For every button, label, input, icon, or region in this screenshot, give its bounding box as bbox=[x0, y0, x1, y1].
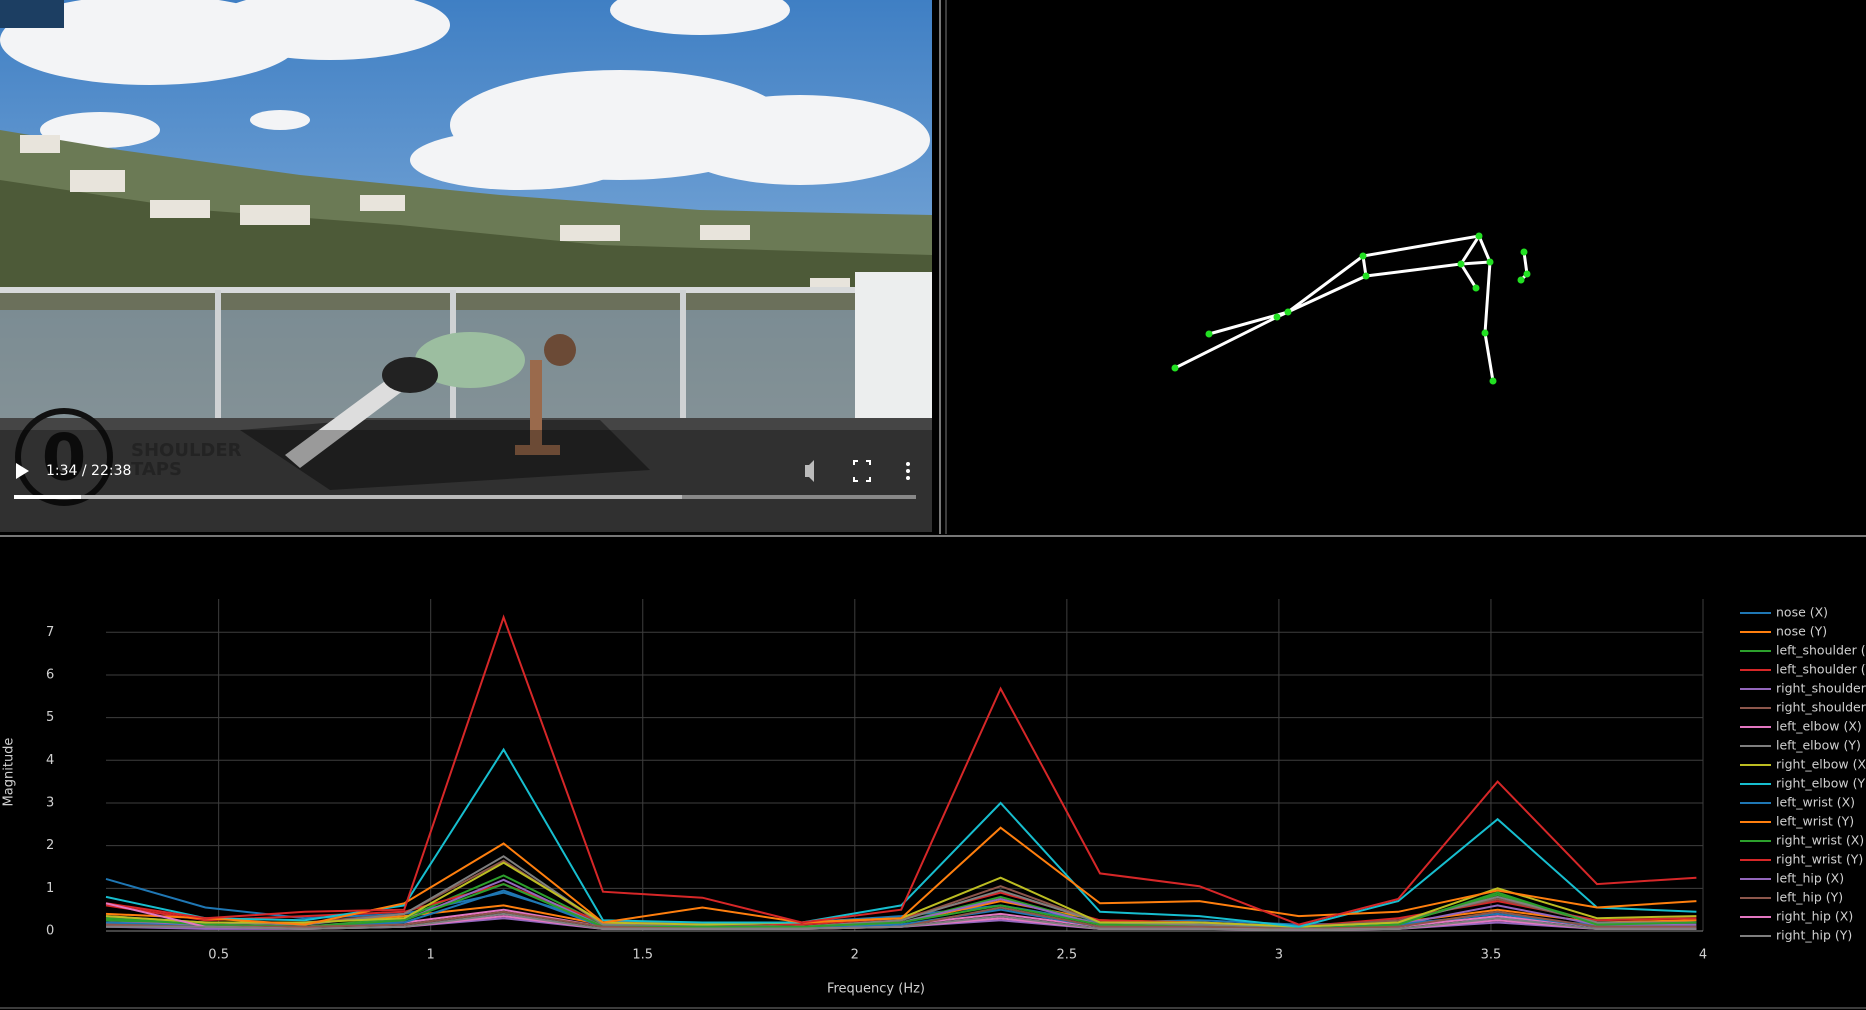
legend-label: left_wrist (X) bbox=[1776, 795, 1855, 810]
athlete bbox=[285, 332, 576, 468]
overlay-title: SHOULDER bbox=[131, 440, 242, 461]
thumbnail-badge bbox=[0, 0, 64, 28]
x-tick-label: 3 bbox=[1275, 948, 1283, 963]
legend-label: left_elbow (Y) bbox=[1776, 738, 1861, 753]
y-tick-label: 2 bbox=[46, 838, 54, 853]
legend-label: nose (X) bbox=[1776, 605, 1828, 620]
time-display: 1:34 / 22:38 bbox=[46, 463, 131, 479]
fullscreen-button[interactable] bbox=[853, 460, 871, 482]
houses bbox=[20, 135, 850, 292]
brush bbox=[0, 180, 932, 310]
legend-label: left_shoulder (Y) bbox=[1776, 662, 1866, 677]
overlay-title: TAPS bbox=[131, 459, 182, 480]
legend-label: left_hip (Y) bbox=[1776, 890, 1843, 905]
legend-label: right_wrist (X) bbox=[1776, 833, 1864, 848]
legend-label: left_elbow (X) bbox=[1776, 719, 1862, 734]
video-player[interactable]: 0 SHOULDER TAPS 1:34 / 22:38 bbox=[0, 0, 932, 532]
x-tick-label: 3.5 bbox=[1481, 948, 1502, 963]
legend-label: right_elbow (Y) bbox=[1776, 776, 1866, 791]
play-button[interactable] bbox=[16, 463, 29, 479]
volume-button[interactable] bbox=[805, 460, 814, 482]
x-axis-title: Frequency (Hz) bbox=[827, 982, 925, 997]
series-line bbox=[106, 912, 1697, 931]
mat bbox=[240, 420, 650, 490]
y-tick-label: 0 bbox=[46, 924, 54, 939]
legend-label: right_hip (Y) bbox=[1776, 928, 1852, 943]
legend-label: left_shoulder (X) bbox=[1776, 643, 1866, 658]
menu-button[interactable] bbox=[906, 462, 910, 480]
rail-top bbox=[0, 287, 932, 293]
pose-keypoints bbox=[1171, 232, 1531, 385]
fft-chart: Magnitude Frequency (Hz) 0 1 2 3 4 5 6 7 0.5 1 1.5… bbox=[2, 599, 1866, 997]
x-tick-label: 0.5 bbox=[208, 948, 229, 963]
pose-skeleton bbox=[1174, 233, 1529, 382]
legend-label: right_hip (X) bbox=[1776, 909, 1853, 924]
x-tick-label: 4 bbox=[1699, 948, 1707, 963]
x-tick-label: 2 bbox=[851, 948, 859, 963]
overlay-number: 0 bbox=[42, 422, 87, 496]
series-line bbox=[105, 883, 1697, 930]
x-tick-label: 1.5 bbox=[632, 948, 653, 963]
y-tick-label: 5 bbox=[46, 710, 54, 725]
legend-label: right_shoulder (Y) bbox=[1776, 700, 1866, 715]
series-line bbox=[105, 614, 1697, 926]
y-tick-label: 6 bbox=[46, 667, 54, 682]
y-tick-label: 1 bbox=[46, 881, 54, 896]
progress-buffered bbox=[14, 495, 682, 499]
x-tick-label: 1 bbox=[427, 948, 435, 963]
x-tick-label: 2.5 bbox=[1057, 948, 1078, 963]
legend-label: nose (Y) bbox=[1776, 624, 1827, 639]
series-line bbox=[105, 747, 1697, 928]
clouds bbox=[0, 0, 930, 190]
legend-label: right_shoulder (X) bbox=[1776, 681, 1866, 696]
y-tick-label: 4 bbox=[46, 753, 54, 768]
progress-played bbox=[14, 495, 81, 499]
legend-label: right_elbow (X) bbox=[1776, 757, 1866, 772]
legend-label: right_wrist (Y) bbox=[1776, 852, 1863, 867]
legend-label: left_wrist (Y) bbox=[1776, 814, 1854, 829]
y-tick-label: 7 bbox=[46, 625, 54, 640]
y-tick-label: 3 bbox=[46, 795, 54, 810]
y-axis-title: Magnitude bbox=[2, 738, 17, 807]
legend-label: left_hip (X) bbox=[1776, 871, 1844, 886]
controls-shade bbox=[0, 430, 932, 532]
wall bbox=[855, 272, 932, 422]
overlay-ring bbox=[15, 408, 113, 506]
